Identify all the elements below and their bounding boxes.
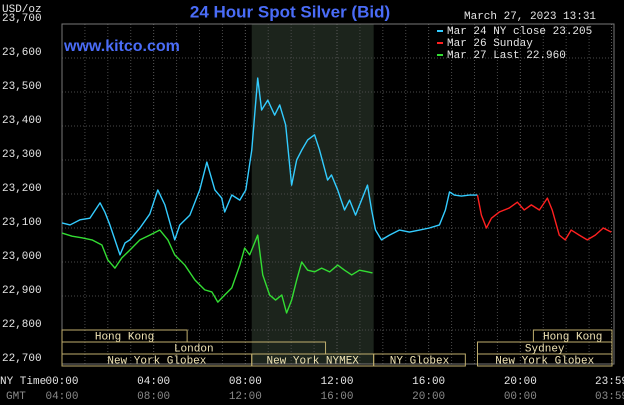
series-line [476, 194, 612, 241]
y-tick-label: 23,300 [2, 149, 42, 161]
session-label: London [174, 343, 214, 355]
y-tick-label: 23,000 [2, 251, 42, 263]
x-tick-label: 08:00 [229, 376, 262, 388]
session-label: Sydney [525, 343, 565, 355]
gmt-tick-label: 04:00 [45, 391, 78, 403]
x-tick-label: 16:00 [412, 376, 445, 388]
y-tick-label: 22,800 [2, 319, 42, 331]
y-tick-label: 23,200 [2, 183, 42, 195]
y-tick-label: 23,600 [2, 47, 42, 59]
y-axis-label: USD/oz [2, 4, 42, 16]
session-label: New York Globex [495, 355, 594, 367]
session-box [476, 353, 613, 367]
x-tick-label: 23:59 [595, 376, 624, 388]
y-tick-label: 23,500 [2, 81, 42, 93]
y-tick-label: 22,900 [2, 285, 42, 297]
x-tick-label: 12:00 [320, 376, 353, 388]
gmt-tick-label: 03:59 [595, 391, 624, 403]
gmt-tick-label: 08:00 [137, 391, 170, 403]
x-row-label: GMT [6, 391, 26, 403]
gmt-tick-label: 12:00 [229, 391, 262, 403]
watermark: www.kitco.com [63, 38, 180, 55]
session-label: Hong Kong [95, 331, 154, 343]
y-tick-label: 23,400 [2, 115, 42, 127]
gmt-tick-label: 00:00 [504, 391, 537, 403]
gmt-tick-label: 20:00 [412, 391, 445, 403]
series-line [61, 229, 373, 314]
session-label: New York NYMEX [266, 355, 359, 367]
gmt-tick-label: 16:00 [320, 391, 353, 403]
y-tick-label: 23,700 [2, 13, 42, 25]
y-tick-label: 23,100 [2, 217, 42, 229]
x-row-label: NY Time [0, 376, 46, 388]
session-label: New York Globex [107, 355, 206, 367]
shaded-region [251, 24, 374, 364]
legend-label: Mar 27 Last 22.960 [447, 50, 566, 62]
chart-title: 24 Hour Spot Silver (Bid) [190, 2, 390, 21]
x-tick-label: 04:00 [137, 376, 170, 388]
timestamp: March 27, 2023 13:31 [464, 11, 596, 23]
plot-border [61, 23, 615, 365]
x-tick-label: 00:00 [45, 376, 78, 388]
x-tick-label: 20:00 [504, 376, 537, 388]
legend-label: Mar 24 NY close 23.205 [447, 26, 592, 38]
session-label: Hong Kong [543, 331, 602, 343]
series-line [61, 77, 478, 256]
session-label: NY Globex [390, 355, 450, 367]
y-tick-label: 22,700 [2, 353, 42, 365]
legend-label: Mar 26 Sunday [447, 38, 533, 50]
session-box [373, 353, 466, 367]
